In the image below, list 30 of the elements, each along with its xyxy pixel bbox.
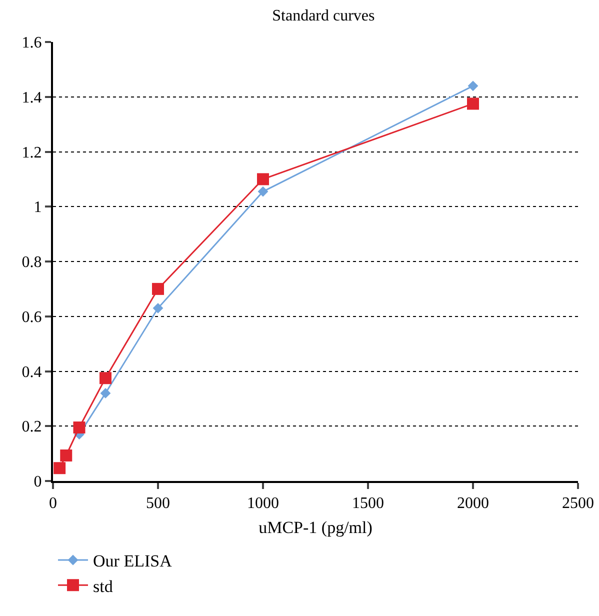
x-tick-label: 1500	[352, 495, 384, 512]
x-tick-label: 2500	[562, 495, 594, 512]
y-tick-label: 0.6	[22, 308, 42, 326]
y-tick-label: 1.4	[22, 89, 42, 106]
y-tick-label: 0.4	[22, 364, 42, 381]
point	[152, 302, 164, 314]
point	[73, 422, 86, 434]
x-tick-label: 0	[49, 495, 57, 512]
point	[54, 462, 66, 474]
x-tick-label: 2000	[457, 495, 489, 512]
point	[60, 449, 72, 462]
y-tick-label: 0.8	[22, 254, 42, 272]
x-tick-label: 500	[146, 495, 170, 512]
point	[152, 282, 164, 295]
y-tick-label: 1.6	[22, 34, 42, 52]
point	[100, 372, 112, 384]
point	[467, 98, 479, 110]
point	[258, 186, 268, 197]
chart-title: Standard curves	[272, 7, 375, 24]
y-tick-label: 1	[34, 199, 42, 216]
legend-label: Our ELISA	[93, 552, 173, 571]
y-tick-label: 1.2	[22, 144, 42, 162]
x-tick-label: 1000	[247, 495, 279, 512]
x-axis-title: uMCP-1 (pg/ml)	[258, 518, 372, 538]
point	[257, 173, 269, 186]
point	[468, 80, 478, 92]
point	[100, 388, 111, 398]
legend-label: std	[93, 576, 114, 596]
y-tick-label: 0.2	[22, 418, 42, 436]
y-tick-label: 0	[34, 474, 42, 491]
